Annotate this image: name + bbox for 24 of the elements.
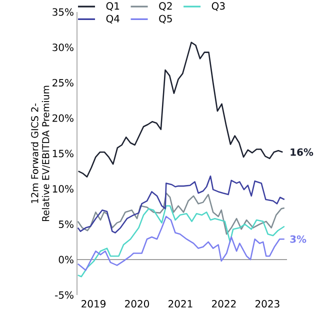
y-axis-title: 12m Forward GICS 2-Relative EV/EBITDA Premium bbox=[30, 86, 50, 222]
y-tick-label: 5% bbox=[58, 220, 74, 228]
y-tick-label: 30% bbox=[52, 44, 74, 52]
y-tick-label: 15% bbox=[52, 150, 74, 158]
x-tick-label: 2022 bbox=[212, 300, 236, 308]
x-tick-label: 2021 bbox=[168, 300, 192, 308]
x-tick-label: 2019 bbox=[82, 300, 106, 308]
x-tick-label: 2020 bbox=[125, 300, 150, 308]
legend-label: Q4 bbox=[106, 14, 120, 24]
y-tick-label: -5% bbox=[55, 291, 74, 299]
legend-label: Q2 bbox=[159, 2, 172, 11]
y-tick-label: 20% bbox=[52, 114, 74, 122]
annotation: 16% bbox=[290, 148, 314, 156]
x-tick-label: 2023 bbox=[256, 300, 280, 308]
legend-label: Q1 bbox=[106, 2, 120, 11]
line-series bbox=[77, 192, 286, 235]
y-tick-label: 35% bbox=[52, 8, 74, 16]
annotation: 3% bbox=[290, 235, 306, 243]
legend-label: Q5 bbox=[159, 14, 172, 24]
y-tick-label: 25% bbox=[52, 78, 74, 87]
y-tick-label: 0% bbox=[58, 256, 74, 264]
line-series bbox=[77, 175, 286, 234]
y-tick-label: 10% bbox=[52, 185, 74, 193]
legend-label: Q3 bbox=[212, 2, 225, 11]
